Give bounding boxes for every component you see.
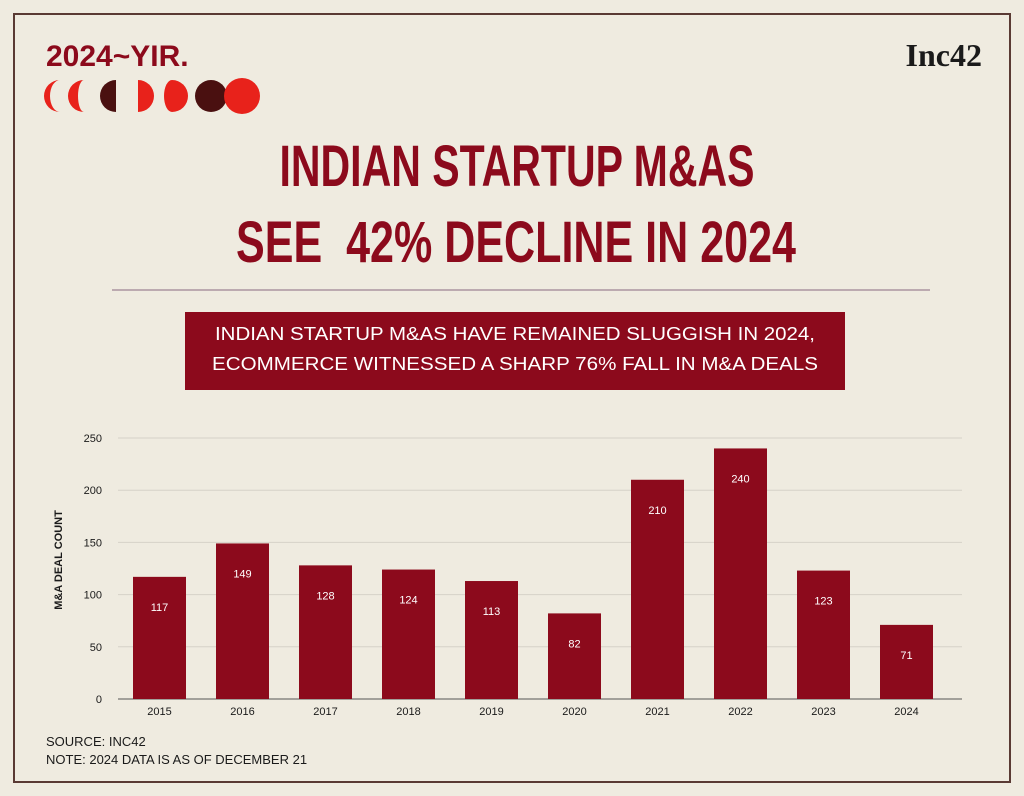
bar xyxy=(133,576,186,699)
data-label: 210 xyxy=(648,505,666,517)
y-tick-label: 0 xyxy=(96,694,102,706)
x-tick-label: 2023 xyxy=(811,706,835,718)
x-tick-label: 2016 xyxy=(230,706,254,718)
data-label: 240 xyxy=(731,473,749,485)
y-tick-label: 250 xyxy=(84,433,102,445)
x-tick-label: 2022 xyxy=(728,706,752,718)
x-tick-label: 2021 xyxy=(645,706,669,718)
x-tick-label: 2024 xyxy=(894,706,918,718)
y-tick-label: 50 xyxy=(90,642,102,654)
x-tick-label: 2015 xyxy=(147,706,171,718)
x-tick-label: 2020 xyxy=(562,706,586,718)
bar xyxy=(548,613,601,699)
subtitle-line: ECOMMERCE WITNESSED A SHARP 76% FALL IN … xyxy=(212,354,818,374)
data-label: 149 xyxy=(233,568,251,580)
data-label: 124 xyxy=(399,595,417,607)
data-label: 113 xyxy=(483,606,501,618)
note: NOTE: 2024 DATA IS AS OF DECEMBER 21 xyxy=(46,752,307,767)
x-tick-label: 2018 xyxy=(396,706,420,718)
bar xyxy=(216,543,269,699)
bar xyxy=(382,569,435,699)
title-line: INDIAN STARTUP M&AS xyxy=(280,134,755,199)
subtitle-line: INDIAN STARTUP M&AS HAVE REMAINED SLUGGI… xyxy=(215,324,815,344)
frame xyxy=(13,13,1011,783)
subtitle-box xyxy=(185,312,845,390)
bar xyxy=(880,624,933,699)
bar xyxy=(299,565,352,699)
bar xyxy=(714,448,767,699)
moons xyxy=(44,78,260,114)
data-label: 117 xyxy=(151,602,169,614)
note: SOURCE: INC42 xyxy=(46,734,146,749)
y-tick-label: 200 xyxy=(84,485,102,497)
data-label: 128 xyxy=(316,590,334,602)
data-label: 82 xyxy=(568,638,580,650)
yir-logo: 2024~YIR. xyxy=(46,40,189,73)
data-label: 123 xyxy=(814,596,832,608)
bar xyxy=(465,581,518,699)
x-tick-label: 2017 xyxy=(313,706,337,718)
y-tick-label: 150 xyxy=(84,537,102,549)
title-line: SEE 42% DECLINE IN 2024 xyxy=(236,210,796,275)
x-tick-label: 2019 xyxy=(479,706,503,718)
inc42-logo: Inc42 xyxy=(906,37,982,73)
data-label: 71 xyxy=(900,650,912,662)
y-tick-label: 100 xyxy=(84,590,102,602)
y-axis-label: M&A DEAL COUNT xyxy=(53,510,65,610)
bar xyxy=(797,570,850,699)
bar xyxy=(631,479,684,699)
